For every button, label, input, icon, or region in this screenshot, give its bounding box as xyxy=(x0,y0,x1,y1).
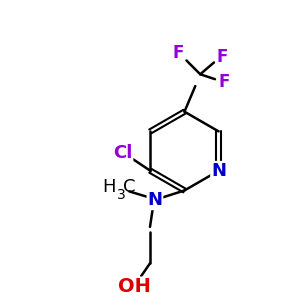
Text: F: F xyxy=(218,73,230,91)
Text: 3: 3 xyxy=(116,188,125,203)
Text: C: C xyxy=(123,178,136,196)
Text: N: N xyxy=(147,191,162,209)
Text: OH: OH xyxy=(118,278,151,296)
Text: F: F xyxy=(216,47,228,65)
Text: F: F xyxy=(173,44,184,62)
Text: H: H xyxy=(102,178,116,196)
Text: N: N xyxy=(211,162,226,180)
Text: Cl: Cl xyxy=(113,144,133,162)
